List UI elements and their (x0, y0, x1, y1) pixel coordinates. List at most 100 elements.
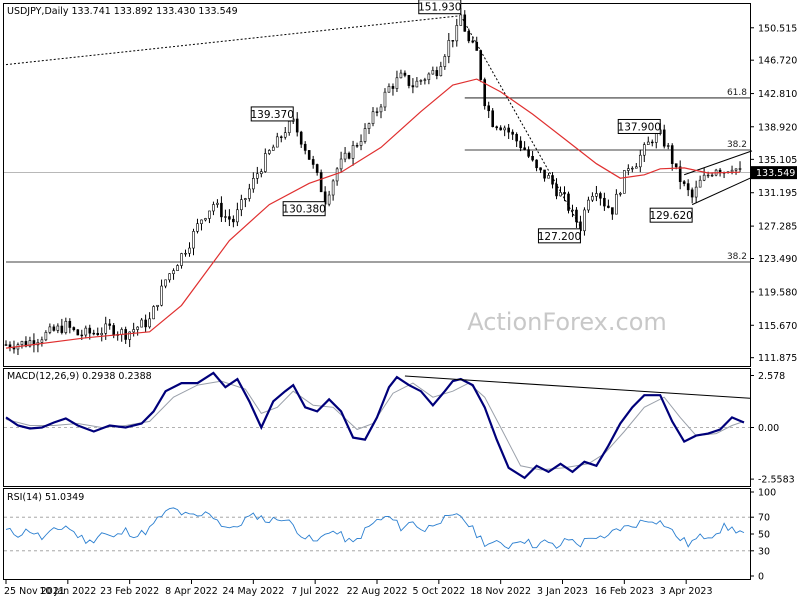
candle (176, 264, 179, 271)
candle-body (507, 127, 510, 133)
candle (543, 169, 546, 182)
candle (144, 314, 147, 333)
candle (279, 135, 283, 143)
candle (232, 215, 235, 228)
candle-body (495, 126, 498, 129)
macd-line (5, 371, 745, 480)
annotation-text: 151.930 (418, 2, 461, 14)
candle (180, 252, 183, 269)
candle-body (591, 195, 594, 201)
candle (662, 124, 666, 149)
candle (267, 149, 271, 156)
price-tick-label: 146.720 (758, 56, 797, 67)
annotation-text: 129.620 (649, 210, 692, 222)
candle (48, 323, 52, 335)
candle-body (595, 193, 598, 197)
candle-body (92, 332, 96, 335)
candle-body (347, 152, 351, 159)
candle-body (547, 175, 550, 179)
candle (331, 179, 335, 201)
candle-body (738, 168, 742, 170)
date-tick-label: 23 Feb 2022 (100, 586, 159, 597)
candle (682, 180, 686, 187)
candle-body (172, 270, 175, 275)
candle-body (403, 72, 407, 76)
candle-body (180, 253, 183, 266)
candle-body (236, 209, 239, 223)
candle-body (128, 331, 131, 340)
candle (387, 83, 391, 93)
candle (399, 69, 403, 79)
candle-body (627, 168, 630, 171)
candle (271, 144, 275, 151)
candle-body (359, 141, 363, 146)
candle-body (112, 325, 116, 336)
candle (204, 217, 207, 222)
candle-body (539, 167, 542, 171)
candle (96, 327, 100, 336)
candle-body (419, 80, 423, 82)
candle (439, 61, 443, 77)
candle-body (232, 218, 235, 223)
annotation-text: 130.380 (282, 204, 325, 216)
candle-body (451, 40, 455, 42)
swing-high-label: 151.930 (418, 0, 461, 15)
rsi-tick-label: 70 (758, 513, 770, 524)
candle (391, 83, 395, 96)
candle (515, 132, 518, 148)
candle (535, 159, 538, 172)
candle (559, 186, 562, 197)
candle (563, 186, 566, 202)
rsi-tick-label: 30 (758, 546, 770, 557)
candle (343, 147, 347, 163)
swing-high-label: 137.900 (618, 118, 661, 134)
candle-body (635, 166, 638, 169)
candle-body (702, 174, 706, 181)
candle-body (28, 340, 32, 347)
candle-body (666, 145, 670, 147)
candle (196, 218, 199, 234)
candle (595, 185, 598, 202)
candle (642, 142, 646, 162)
candle (475, 36, 479, 51)
candle (315, 163, 319, 176)
candle (375, 107, 379, 117)
candle-body (56, 325, 60, 331)
axis-layer: 150.515 146.720 142.810 138.920 135.105 131.1… (4, 23, 797, 597)
candle-body (80, 334, 84, 337)
candle-body (543, 169, 546, 179)
macd-label: MACD(12,26,9) 0.2938 0.2388 (7, 371, 152, 382)
date-tick-label: 25 Nov 2021 (4, 586, 65, 597)
candle (419, 79, 423, 85)
candle (499, 125, 502, 131)
candle (547, 173, 550, 179)
candle-body (156, 304, 159, 307)
candle (56, 323, 60, 334)
candle-body (88, 327, 92, 334)
candle (68, 318, 72, 334)
candle (299, 130, 303, 148)
candle (495, 125, 498, 131)
annotation-text: 139.370 (251, 109, 294, 121)
candle (531, 150, 534, 162)
candle (599, 191, 602, 206)
candle-body (638, 154, 642, 168)
price-tick-label: 131.195 (758, 188, 797, 199)
candle (335, 167, 339, 186)
candle (615, 189, 618, 215)
candle-body (411, 85, 415, 88)
last-price-value: 133.549 (756, 168, 795, 179)
candle-body (343, 152, 347, 160)
candle (8, 341, 12, 352)
candle-body (184, 252, 187, 255)
candle-body (415, 80, 419, 88)
candle (638, 149, 642, 173)
candle (263, 148, 267, 173)
candle (100, 327, 104, 342)
candle (363, 123, 367, 144)
candle (319, 169, 323, 193)
candle (551, 172, 554, 189)
candle-body (670, 145, 674, 164)
macd-tick-label: 2.578 (758, 371, 785, 382)
